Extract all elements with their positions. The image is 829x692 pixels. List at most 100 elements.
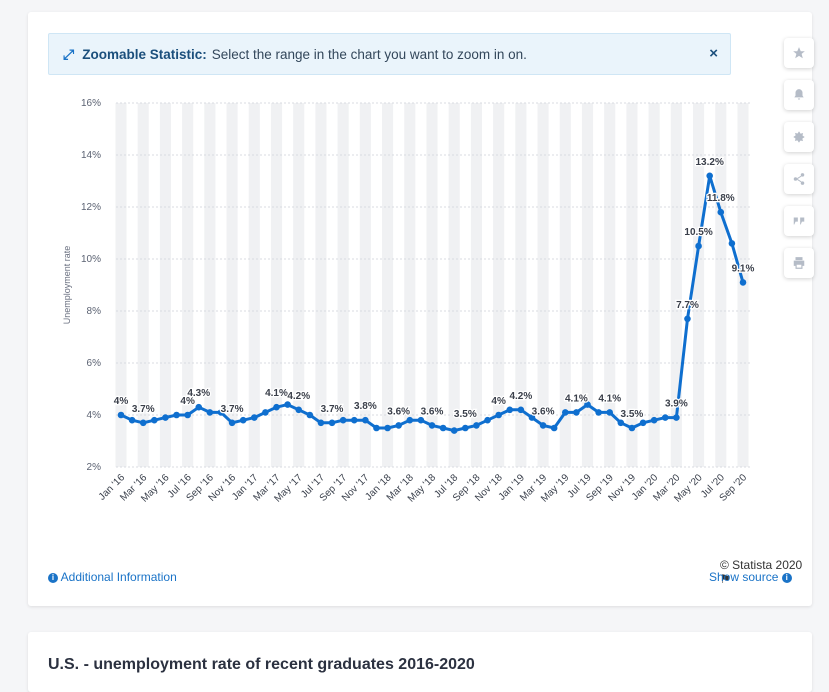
grid-band [182,103,194,467]
print-button[interactable] [784,248,814,278]
data-point [561,409,569,416]
grid-band [204,103,216,467]
grid-band [626,103,638,467]
data-label: 4.3% [187,388,210,399]
y-tick-label: 4% [87,410,102,421]
data-point [628,424,636,432]
grid-band [581,103,594,467]
data-point [273,403,280,411]
data-point [128,416,136,424]
y-tick-label: 6% [87,358,102,369]
expand-arrows-icon: ⤢ [63,45,75,62]
grid-band [693,103,705,467]
data-point [195,403,203,411]
bell-icon [794,89,804,100]
data-point [573,409,580,416]
data-label: 9.1% [732,263,755,274]
data-point [228,419,236,427]
data-point [528,414,536,421]
data-point [539,422,547,429]
banner-message: Select the range in the chart you want t… [211,46,527,62]
data-point [262,409,269,416]
gear-icon [793,131,805,143]
data-point [495,411,502,419]
grid-band [137,103,149,467]
data-point [206,409,214,416]
data-label: 3.9% [665,399,688,410]
zoom-banner: ⤢ Zoomable Statistic: Select the range i… [48,33,731,75]
grid-band [515,103,527,467]
credit-text: © Statista 2020 [720,558,803,572]
show-source-link[interactable]: Show source i [709,570,792,584]
data-label: 10.5% [684,227,712,238]
next-card: U.S. - unemployment rate of recent gradu… [28,632,812,692]
info-icon: i [48,573,58,583]
y-tick-label: 16% [81,98,101,109]
data-label: 4.1% [565,393,588,404]
data-point [395,422,402,429]
data-label: 11.8% [707,193,735,204]
grid-band [382,103,394,467]
data-point [606,409,614,416]
grid-band [715,103,727,467]
data-point [151,416,158,424]
data-point [550,424,558,432]
grid-band [448,103,460,467]
data-point [717,208,725,216]
data-point [117,411,125,419]
data-point [450,427,458,434]
grid-band [226,103,238,467]
data-point [295,406,303,414]
data-point [484,416,491,424]
additional-info-text: Additional Information [60,570,177,584]
show-source-text: Show source [709,570,779,584]
data-point [584,401,591,408]
data-point [184,411,191,419]
y-tick-label: 12% [81,202,101,213]
next-card-title: U.S. - unemployment rate of recent gradu… [48,656,475,673]
data-label: 3.6% [387,406,410,417]
close-icon[interactable]: × [709,45,718,62]
grid-band [648,103,660,467]
additional-info-link[interactable]: i Additional Information [48,570,177,584]
y-axis-label: Unemployment rate [62,246,72,325]
grid-band [470,103,482,467]
data-point [173,411,180,419]
star-icon [793,47,805,59]
y-tick-label: 2% [87,462,102,473]
data-point [517,406,525,414]
data-point [373,424,380,432]
data-point [384,424,391,432]
data-point [162,414,169,421]
grid-band [248,103,260,467]
data-point [362,416,369,424]
data-label: 3.6% [421,406,444,417]
grid-band [404,103,416,467]
data-label: 3.6% [532,406,555,417]
data-label: 3.5% [454,409,477,420]
data-label: 3.8% [354,401,377,412]
data-point [439,424,447,432]
data-label: 3.7% [132,404,155,415]
quote-icon [793,217,805,225]
data-point [595,409,602,416]
data-point [339,416,347,424]
data-point [728,240,736,247]
share-button[interactable] [784,164,814,194]
cite-button[interactable] [784,206,814,236]
share-icon [793,173,805,185]
statista-credit[interactable]: © Statista 2020 ⚑ [720,558,812,586]
favorite-button[interactable] [784,38,814,68]
data-label: 4% [180,396,195,407]
settings-button[interactable] [784,122,814,152]
data-point [350,416,358,424]
data-point [284,401,291,408]
data-label: 4.1% [598,393,621,404]
grid-band [315,103,327,467]
data-point [739,279,747,286]
notify-button[interactable] [784,80,814,110]
grid-band [359,103,371,467]
data-label: 13.2% [695,157,723,168]
print-icon [793,257,805,269]
